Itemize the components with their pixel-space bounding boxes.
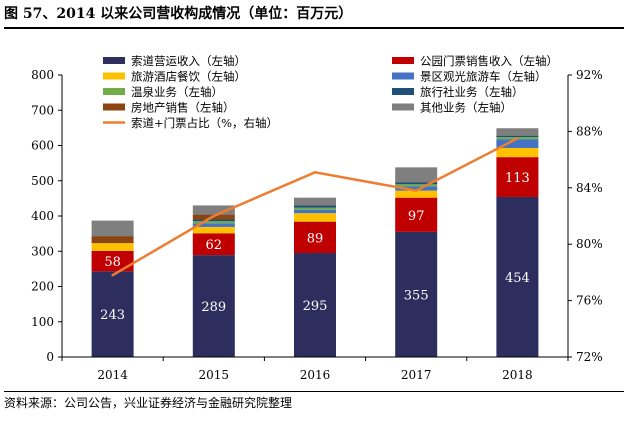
- ratio-point: [415, 189, 418, 192]
- left-tick-label: 0: [46, 350, 54, 364]
- ratio-point: [313, 171, 317, 174]
- legend-swatch: [103, 103, 125, 111]
- right-tick-label: 84%: [576, 181, 603, 195]
- bar-segment-1: [91, 250, 134, 272]
- legend-swatch: [103, 72, 125, 80]
- x-tick-label: 2017: [401, 368, 432, 382]
- legend-label: 其他业务（左轴）: [420, 101, 512, 115]
- legend-label: 旅游酒店餐饮（左轴）: [131, 70, 246, 84]
- bar-segment-2: [395, 190, 438, 198]
- bar-segment-7: [192, 205, 235, 215]
- bar-segment-0: [496, 196, 539, 357]
- chart-title: 图 57、2014 以来公司营收构成情况（单位：百万元）: [4, 6, 353, 22]
- bar-segment-1: [496, 157, 539, 197]
- bar-data-label: 243: [100, 308, 125, 323]
- bar-segment-4: [192, 221, 235, 224]
- left-tick-label: 400: [31, 209, 54, 223]
- bar-segment-2: [496, 147, 539, 158]
- bar-segment-0: [192, 255, 235, 357]
- legend: 索道营运收入（左轴） 公园门票销售收入（左轴） 旅游酒店餐饮（左轴） 景区观光旅游车（…: [103, 54, 558, 130]
- bar-data-label: 58: [104, 255, 121, 270]
- right-tick-label: 80%: [576, 237, 603, 251]
- bar-data-label: 113: [505, 171, 530, 186]
- legend-swatch: [392, 103, 414, 111]
- legend-swatch: [392, 88, 414, 95]
- left-tick-label: 800: [31, 68, 54, 82]
- right-tick-label: 88%: [576, 124, 603, 138]
- bar-segment-5: [192, 219, 235, 222]
- ratio-line-area: [111, 137, 519, 277]
- bar-segment-1: [395, 197, 438, 232]
- left-tick-label: 200: [31, 280, 54, 294]
- x-tick-label: 2018: [502, 368, 533, 382]
- bar-segment-2: [294, 213, 336, 222]
- legend-label: 房地产销售（左轴）: [131, 101, 235, 115]
- left-tick-label: 300: [31, 244, 54, 258]
- bar-data-label: 355: [404, 288, 429, 303]
- legend-label: 温泉业务（左轴）: [131, 85, 223, 99]
- left-tick-label: 500: [31, 174, 54, 188]
- bar-segment-6: [91, 236, 134, 244]
- legend-label: 旅行社业务（左轴）: [420, 85, 524, 99]
- legend-label: 公园门票销售收入（左轴）: [420, 54, 558, 68]
- left-tick-label: 600: [31, 139, 54, 153]
- bar-data-label: 289: [201, 300, 226, 315]
- ratio-point: [516, 137, 519, 140]
- bar-segment-5: [496, 135, 539, 138]
- bar-segment-4: [294, 207, 336, 210]
- legend-swatch: [392, 57, 414, 64]
- left-tick-label: 100: [31, 315, 54, 329]
- source-divider: [4, 391, 624, 392]
- axes: 0 100 200 300 400 500 600 700 800 72% 76% 80% 84% 88%…: [31, 68, 603, 382]
- bar-data-label: 62: [206, 238, 223, 253]
- bar-segment-2: [91, 243, 134, 251]
- x-tick-label: 2015: [199, 368, 230, 382]
- bar-segment-7: [91, 220, 134, 237]
- x-tick-label: 2014: [97, 368, 128, 382]
- title-divider: [4, 27, 624, 29]
- ratio-point: [111, 274, 114, 277]
- right-tick-label: 92%: [576, 68, 603, 82]
- bar-segment-3: [496, 139, 539, 148]
- source-note: 资料来源：公司公告，兴业证券经济与金融研究院整理: [4, 396, 293, 410]
- left-tick-label: 700: [31, 103, 54, 117]
- bar-segment-1: [294, 221, 336, 254]
- bar-data-label: 295: [303, 299, 328, 314]
- bar-data-label: 97: [408, 209, 425, 224]
- bar-segment-5: [395, 182, 438, 185]
- bar-segment-3: [294, 209, 336, 214]
- bar-segment-2: [192, 226, 235, 234]
- legend-swatch: [392, 72, 414, 80]
- bar-segment-3: [192, 223, 235, 227]
- ratio-point: [212, 214, 215, 218]
- bar-data-label: 89: [307, 231, 324, 246]
- legend-swatch: [103, 88, 125, 95]
- bar-segment-7: [496, 128, 539, 136]
- bar-segment-4: [395, 184, 438, 187]
- bar-segment-5: [294, 205, 336, 208]
- bar-segment-3: [395, 186, 438, 191]
- bar-segment-1: [192, 233, 235, 256]
- legend-label: 景区观光旅游车（左轴）: [420, 70, 547, 84]
- right-tick-label: 76%: [576, 294, 603, 308]
- bar-segment-7: [294, 197, 336, 206]
- bar-segment-7: [395, 167, 438, 183]
- x-tick-label: 2016: [300, 368, 331, 382]
- bar-segment-0: [395, 231, 438, 357]
- legend-swatch: [103, 57, 125, 64]
- bar-segment-0: [294, 253, 336, 357]
- bar-segment-0: [91, 271, 134, 357]
- legend-label: 索道营运收入（左轴）: [131, 54, 246, 68]
- bar-data-label: 454: [505, 271, 530, 286]
- legend-label: 索道+门票占比（%，右轴）: [131, 116, 278, 130]
- right-tick-label: 72%: [576, 350, 603, 364]
